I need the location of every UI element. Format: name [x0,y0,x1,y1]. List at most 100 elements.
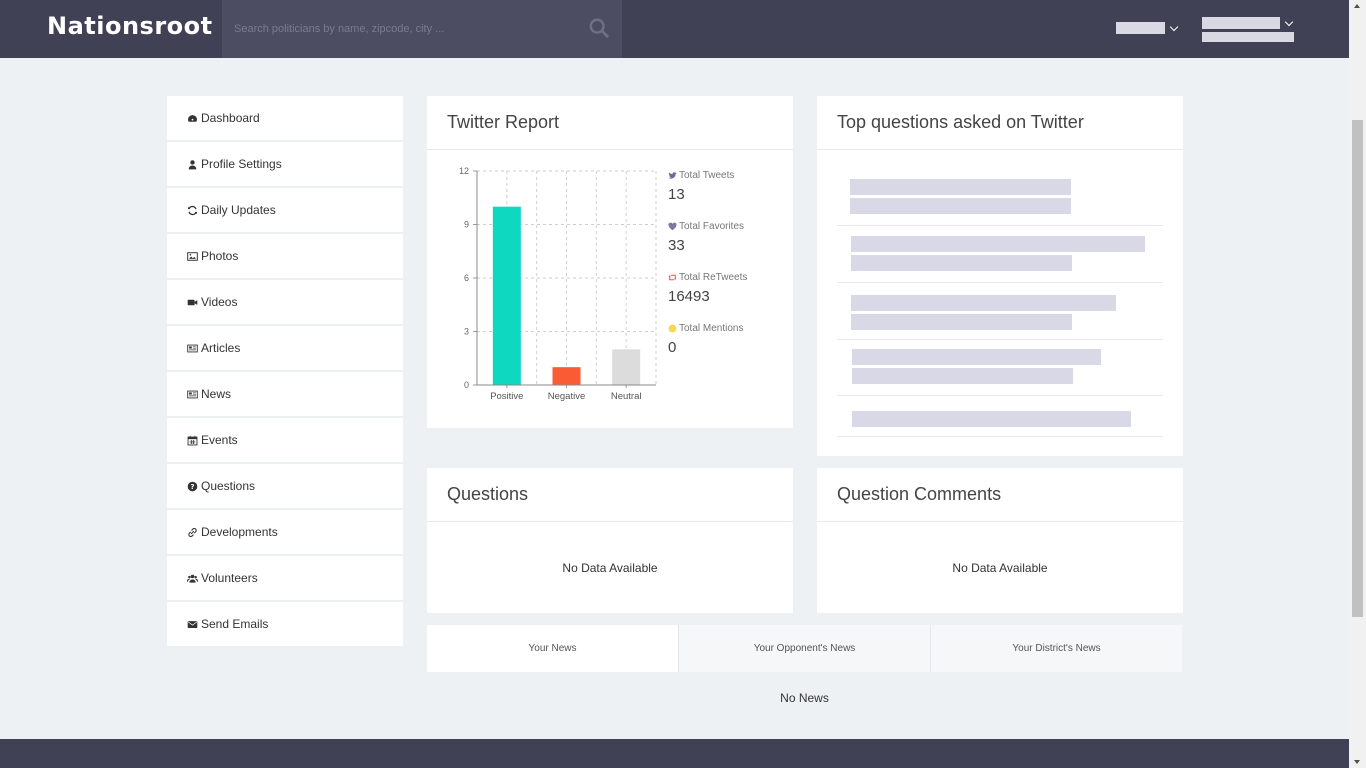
top-navbar: Nationsroot [0,0,1349,58]
panel-title: Question Comments [817,468,1183,522]
x-tick-label: Positive [490,391,523,402]
link-icon [186,526,198,538]
question-circle-icon: ? [186,480,198,492]
bar-positive [492,206,521,385]
heart-icon [668,222,677,231]
bar-negative [552,367,581,385]
sidebar-item-profile-settings[interactable]: Profile Settings [167,142,403,186]
redacted-text [851,295,1116,311]
x-tick-label: Negative [548,391,586,402]
stat-label: Total Favorites [679,221,745,232]
refresh-icon [186,204,198,216]
top-questions-panel: Top questions asked on Twitter [817,96,1183,456]
sidebar: Dashboard Profile Settings Daily Updates… [167,96,403,648]
user-icon [186,158,198,170]
y-tick-label: 0 [464,380,469,390]
sidebar-item-articles[interactable]: Articles [167,326,403,370]
sidebar-item-videos[interactable]: Videos [167,280,403,324]
stat-label: Total Tweets [679,170,735,181]
empty-state-text: No Data Available [562,561,658,575]
y-tick-label: 9 [464,220,469,230]
calendar-icon [186,434,198,446]
sidebar-item-events[interactable]: Events [167,418,403,462]
bar-neutral [612,349,641,385]
sidebar-item-label: Volunteers [201,571,258,585]
stat-total-retweets: Total ReTweets 16493 [668,272,747,305]
video-icon [186,296,198,308]
search-input[interactable] [222,0,582,58]
question-comments-panel: Question Comments No Data Available [817,468,1183,613]
sidebar-item-dashboard[interactable]: Dashboard [167,96,403,140]
list-item[interactable] [837,283,1163,340]
sidebar-item-label: Videos [201,295,238,309]
chevron-down-icon [1169,22,1179,31]
svg-text:?: ? [190,482,194,490]
redacted-text [852,411,1131,427]
sidebar-item-news[interactable]: News [167,372,403,416]
sidebar-item-label: Photos [201,249,239,263]
newspaper-icon [186,388,198,400]
sidebar-item-volunteers[interactable]: Volunteers [167,556,403,600]
chevron-down-icon [1284,17,1294,26]
twitter-report-panel: Twitter Report 0 3 6 9 12 Positive Negative Neu… [427,96,793,428]
stat-value: 16493 [668,288,710,305]
user-menu-dropdown[interactable] [1202,17,1294,42]
logo[interactable]: Nationsroot [47,12,213,40]
sidebar-item-label: Dashboard [201,111,260,125]
sentiment-bar-chart: 0 3 6 9 12 Positive Negative Neutral [459,166,657,402]
redacted-text [850,198,1071,214]
redacted-text [852,349,1101,365]
image-icon [186,250,198,262]
envelope-icon [186,618,198,630]
stat-total-tweets: Total Tweets 13 [668,170,734,203]
stat-label: Total Mentions [679,323,744,334]
users-icon [186,572,198,584]
language-dropdown[interactable] [1116,22,1179,34]
tab-district-news[interactable]: Your District's News [930,625,1182,672]
retweet-icon [668,274,677,281]
scrollbar-thumb[interactable] [1352,120,1363,617]
newspaper-icon [186,342,198,354]
sidebar-item-label: Daily Updates [201,203,276,217]
sidebar-item-label: News [201,387,232,401]
empty-state-text: No Data Available [952,561,1048,575]
search-icon[interactable] [588,17,610,39]
sidebar-item-developments[interactable]: Developments [167,510,403,554]
stat-total-mentions: Total Mentions 0 [668,323,743,356]
tab-your-news[interactable]: Your News [427,625,678,672]
stat-value: 33 [668,237,685,254]
redacted-text [851,236,1145,252]
sidebar-item-send-emails[interactable]: Send Emails [167,602,403,646]
sidebar-item-label: Articles [201,341,241,355]
stat-label: Total ReTweets [679,272,748,283]
redacted-text [1116,22,1165,34]
sidebar-item-photos[interactable]: Photos [167,234,403,278]
questions-panel: Questions No Data Available [427,468,793,613]
empty-state-text: No News [780,691,829,705]
panel-title: Twitter Report [427,96,793,150]
x-tick-label: Neutral [611,391,642,402]
scroll-up-icon[interactable] [1354,4,1360,8]
sidebar-item-questions[interactable]: ? Questions [167,464,403,508]
sidebar-item-label: Profile Settings [201,157,282,171]
scrollbar[interactable] [1349,0,1366,768]
sidebar-item-daily-updates[interactable]: Daily Updates [167,188,403,232]
redacted-text [1202,17,1280,29]
tab-opponents-news[interactable]: Your Opponent's News [678,625,930,672]
sidebar-item-label: Questions [201,479,256,493]
stat-value: 13 [668,186,685,203]
stat-value: 0 [668,339,677,356]
panel-title: Top questions asked on Twitter [817,96,1183,150]
sidebar-item-label: Send Emails [201,617,269,631]
redacted-text [852,368,1073,384]
list-item[interactable] [837,396,1163,437]
list-item[interactable] [837,150,1163,226]
scroll-down-icon[interactable] [1354,760,1360,764]
sidebar-item-label: Developments [201,525,278,539]
sidebar-item-label: Events [201,433,238,447]
list-item[interactable] [837,226,1163,283]
redacted-text [850,179,1071,195]
list-item[interactable] [837,340,1163,396]
panel-title: Questions [427,468,793,522]
redacted-text [851,255,1072,271]
